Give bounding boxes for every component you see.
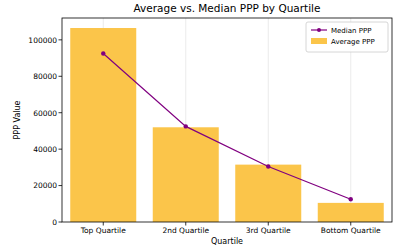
y-tick bbox=[59, 76, 63, 77]
legend-swatch bbox=[317, 28, 321, 32]
x-tick-label: Bottom Quartile bbox=[321, 226, 381, 235]
x-tick bbox=[268, 222, 269, 226]
bar bbox=[153, 127, 219, 222]
legend-box bbox=[306, 22, 388, 52]
bar bbox=[235, 165, 301, 222]
y-tick-label: 60000 bbox=[33, 109, 57, 118]
bar bbox=[70, 28, 136, 222]
bar bbox=[318, 203, 384, 222]
x-tick bbox=[103, 222, 104, 226]
marker bbox=[101, 51, 105, 55]
marker bbox=[184, 124, 188, 128]
line bbox=[103, 54, 351, 200]
y-tick-label: 20000 bbox=[33, 181, 57, 190]
y-tick-label: 80000 bbox=[33, 72, 57, 81]
y-tick bbox=[59, 39, 63, 40]
y-tick-label: 100000 bbox=[28, 36, 57, 45]
marker bbox=[349, 197, 353, 201]
title: Average vs. Median PPP by Quartile bbox=[134, 2, 321, 14]
plot-area bbox=[70, 28, 384, 222]
chart: 0 20000 40000 60000 80000 100000 Top Quartile 2… bbox=[0, 0, 400, 249]
y-tick bbox=[59, 149, 63, 150]
legend: Median PPP Average PPP bbox=[306, 22, 388, 52]
y-tick bbox=[59, 112, 63, 113]
y-tick bbox=[59, 222, 63, 223]
x-tick-label: Top Quartile bbox=[80, 226, 126, 235]
y-tick-label: 0 bbox=[52, 218, 57, 227]
x-tick bbox=[350, 222, 351, 226]
y-tick-label: 40000 bbox=[33, 145, 57, 154]
y-tick bbox=[59, 185, 63, 186]
marker bbox=[266, 164, 270, 168]
x-tick-label: 3rd Quartile bbox=[246, 226, 291, 235]
legend-label: Average PPP bbox=[331, 38, 375, 46]
plot-frame bbox=[62, 18, 392, 222]
y-axis-label: PPP Value bbox=[13, 100, 22, 139]
x-tick-label: 2nd Quartile bbox=[162, 226, 209, 235]
x-tick bbox=[185, 222, 186, 226]
x-axis-label: Quartile bbox=[211, 237, 243, 246]
legend-swatch bbox=[311, 38, 327, 44]
legend-label: Median PPP bbox=[331, 27, 371, 35]
